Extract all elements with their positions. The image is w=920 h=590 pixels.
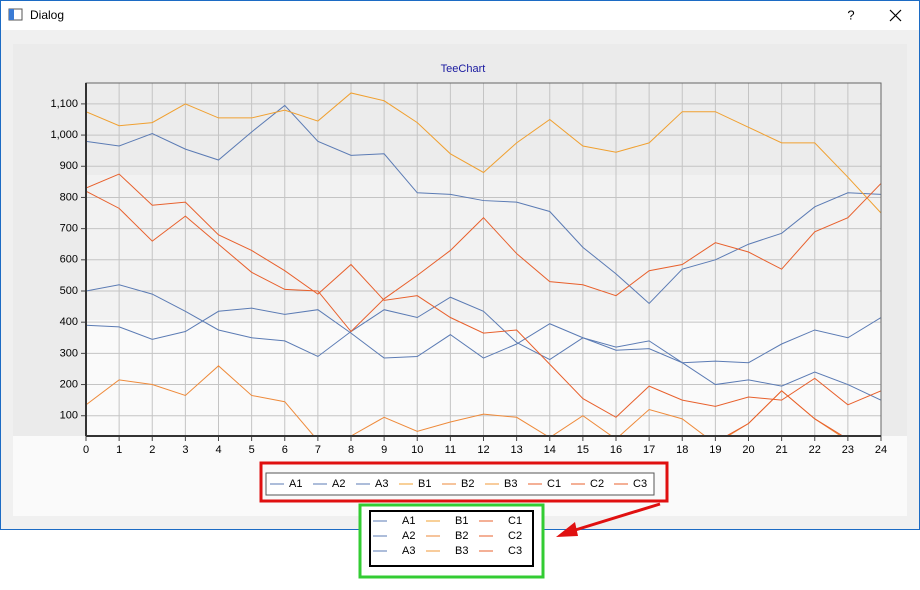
x-tick-label: 1 — [116, 444, 122, 456]
y-tick-label: 200 — [60, 378, 78, 390]
series-line — [86, 183, 881, 333]
x-tick-label: 4 — [215, 444, 221, 456]
y-tick-label: 700 — [60, 223, 78, 235]
series-line — [86, 173, 881, 418]
legend-label: B1 — [418, 478, 431, 490]
x-tick-label: 17 — [643, 444, 655, 456]
x-tick-label: 2 — [149, 444, 155, 456]
x-tick-label: 12 — [477, 444, 489, 456]
window-title: Dialog — [30, 8, 64, 22]
series-line — [86, 104, 881, 305]
help-button[interactable]: ? — [847, 7, 854, 22]
x-tick-label: 14 — [544, 444, 556, 456]
y-tick-label: 300 — [60, 347, 78, 359]
series-line — [86, 92, 881, 214]
y-tick-label: 600 — [60, 254, 78, 266]
y-tick-label: 500 — [60, 285, 78, 297]
y-tick-label: 100 — [60, 410, 78, 422]
close-button[interactable] — [889, 9, 902, 22]
legend-label: C2 — [590, 478, 604, 490]
x-tick-label: 20 — [742, 444, 754, 456]
legend-label: A2 — [332, 478, 345, 490]
legend-label: B3 — [455, 545, 468, 557]
x-tick-label: 23 — [842, 444, 854, 456]
x-tick-label: 5 — [249, 444, 255, 456]
x-tick-label: 0 — [83, 444, 89, 456]
y-tick-label: 400 — [60, 316, 78, 328]
legend-label: A3 — [402, 545, 415, 557]
x-tick-label: 19 — [709, 444, 721, 456]
legend-label: C3 — [633, 478, 647, 490]
x-tick-label: 8 — [348, 444, 354, 456]
arrow — [571, 502, 661, 533]
x-tick-label: 16 — [610, 444, 622, 456]
y-tick-label: 1,000 — [50, 129, 78, 141]
legend-label: C2 — [508, 530, 522, 542]
legend-label: A1 — [402, 515, 415, 527]
legend-grid — [369, 510, 534, 567]
x-tick-label: 21 — [776, 444, 788, 456]
app-icon-part — [9, 9, 14, 20]
legend-label: C1 — [508, 515, 522, 527]
highlight-box — [259, 461, 669, 503]
legend-label: B3 — [504, 478, 517, 490]
x-tick-label: 3 — [182, 444, 188, 456]
series-line — [86, 284, 881, 401]
y-tick-label: 800 — [60, 191, 78, 203]
legend-label: C3 — [508, 545, 522, 557]
legend-label: A1 — [289, 478, 302, 490]
legend — [265, 472, 655, 496]
x-tick-label: 11 — [445, 444, 456, 456]
legend-label: B2 — [461, 478, 474, 490]
legend-label: A3 — [375, 478, 388, 490]
arrow-head — [556, 522, 578, 537]
title-bar — [1, 1, 919, 30]
x-tick-label: 18 — [676, 444, 688, 456]
x-tick-label: 7 — [315, 444, 321, 456]
legend-label: C1 — [547, 478, 561, 490]
x-tick-label: 6 — [282, 444, 288, 456]
legend-label: B2 — [455, 530, 468, 542]
y-tick-label: 1,100 — [50, 98, 78, 110]
x-tick-label: 9 — [381, 444, 387, 456]
legend-label: B1 — [455, 515, 468, 527]
chart-title: TeeChart — [441, 63, 486, 75]
x-tick-label: 10 — [411, 444, 423, 456]
y-tick-label: 900 — [60, 160, 78, 172]
legend-label: A2 — [402, 530, 415, 542]
x-tick-label: 15 — [577, 444, 589, 456]
x-tick-label: 24 — [875, 444, 887, 456]
series-line — [86, 307, 881, 364]
x-tick-label: 13 — [511, 444, 523, 456]
x-tick-label: 22 — [809, 444, 821, 456]
series-line — [725, 390, 844, 436]
